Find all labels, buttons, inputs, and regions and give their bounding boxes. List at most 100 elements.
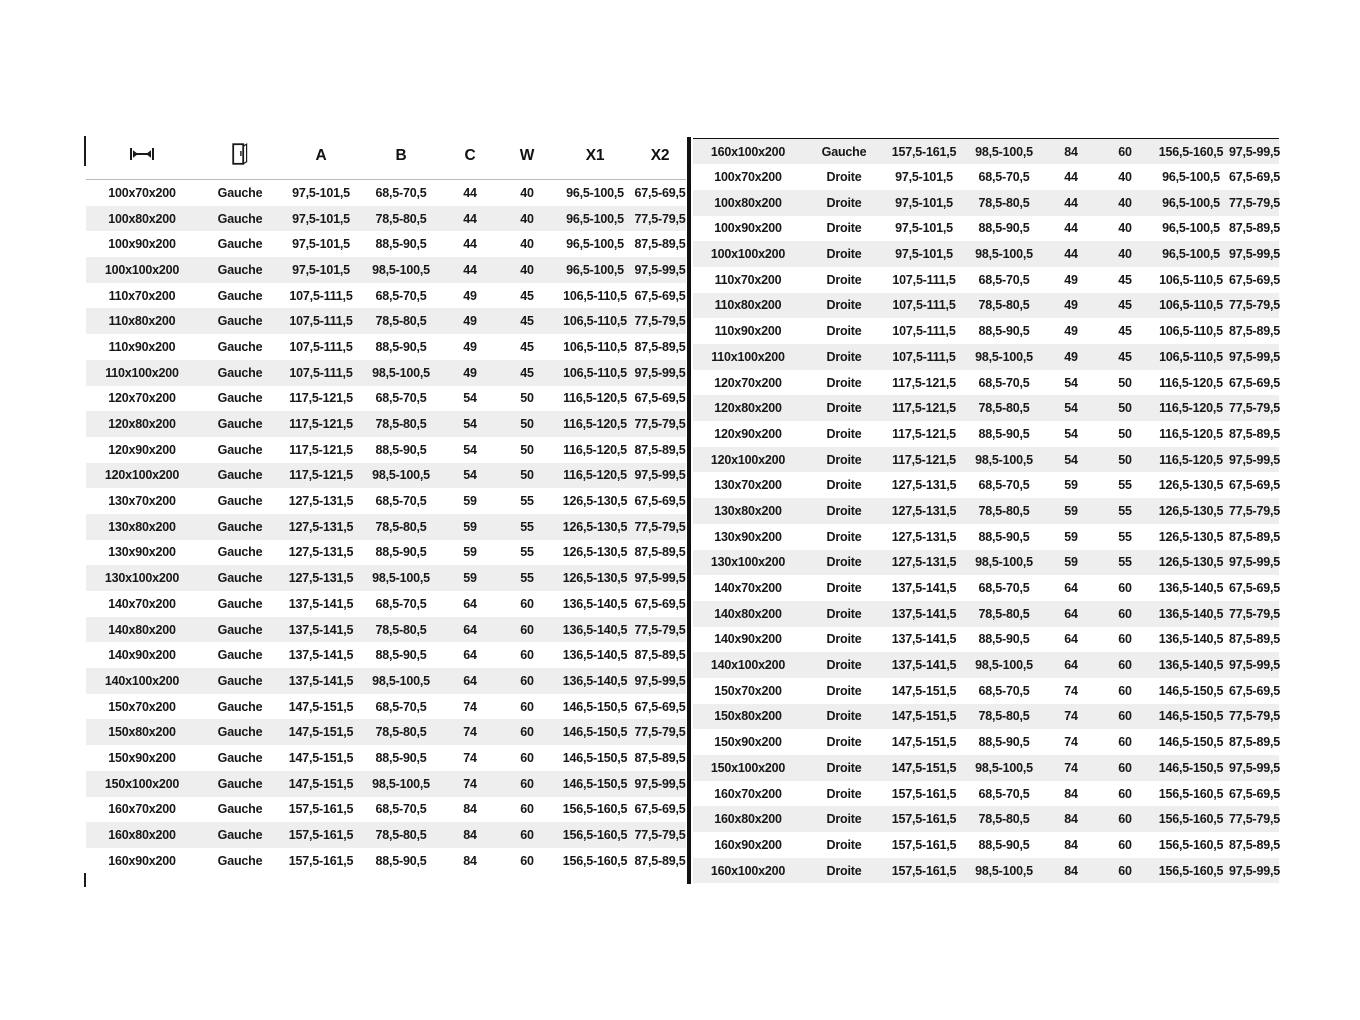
table-row[interactable]: 160x90x200 Gauche 157,5-161,5 88,5-90,5 84 60… xyxy=(86,847,686,874)
table-row[interactable]: 120x100x200 Gauche 117,5-121,5 98,5-100,5 54… xyxy=(86,462,686,489)
cell-w: 60 xyxy=(1118,581,1132,596)
table-row[interactable]: 160x80x200 Gauche 157,5-161,5 78,5-80,5 84 60… xyxy=(86,822,686,848)
cell-b: 98,5-100,5 xyxy=(975,349,1033,364)
cell-a: 127,5-131,5 xyxy=(891,478,957,493)
table-row[interactable]: 130x90x200 Gauche 127,5-131,5 88,5-90,5 59 55… xyxy=(86,539,686,566)
cell-x1: 156,5-160,5 xyxy=(562,853,628,868)
cell-side: Gauche xyxy=(217,725,263,740)
table-row[interactable]: 100x70x200 Droite 97,5-101,5 68,5-70,5 44 40 9… xyxy=(693,164,1280,190)
column-header-w[interactable]: W xyxy=(498,136,556,179)
table-row[interactable]: 100x90x200 Gauche 97,5-101,5 88,5-90,5 44 40 9… xyxy=(86,231,686,258)
table-row[interactable]: 150x90x200 Droite 147,5-151,5 88,5-90,5 74 60… xyxy=(693,729,1280,755)
table-row[interactable]: 160x80x200 Droite 157,5-161,5 78,5-80,5 84 60… xyxy=(693,806,1280,833)
cell-size: 140x70x200 xyxy=(108,596,176,611)
cell-size: 110x70x200 xyxy=(714,272,782,287)
column-header-c[interactable]: C xyxy=(442,136,498,179)
table-row[interactable]: 140x70x200 Droite 137,5-141,5 68,5-70,5 64 60… xyxy=(693,575,1280,601)
table-row[interactable]: 150x100x200 Droite 147,5-151,5 98,5-100,5 74… xyxy=(693,755,1280,781)
table-row[interactable]: 110x100x200 Droite 107,5-111,5 98,5-100,5 49… xyxy=(693,344,1280,370)
cell-w: 60 xyxy=(520,648,534,663)
cell-x2: 97,5-99,5 xyxy=(634,571,686,586)
column-header-side[interactable] xyxy=(198,136,282,179)
cell-c: 59 xyxy=(463,571,477,586)
cell-side: Gauche xyxy=(217,391,263,406)
cell-a: 157,5-161,5 xyxy=(891,837,957,852)
table-row[interactable]: 140x80x200 Droite 137,5-141,5 78,5-80,5 64 60… xyxy=(693,600,1280,627)
table-row[interactable]: 110x80x200 Droite 107,5-111,5 78,5-80,5 49 45… xyxy=(693,292,1280,319)
table-row[interactable]: 120x70x200 Gauche 117,5-121,5 68,5-70,5 54 50… xyxy=(86,385,686,412)
table-row[interactable]: 140x80x200 Gauche 137,5-141,5 78,5-80,5 64 60… xyxy=(86,616,686,643)
cell-c: 84 xyxy=(463,828,477,843)
cell-w: 45 xyxy=(520,314,534,329)
table-row[interactable]: 140x100x200 Droite 137,5-141,5 98,5-100,5 64… xyxy=(693,652,1280,678)
cell-w: 60 xyxy=(520,776,534,791)
table-row[interactable]: 160x90x200 Droite 157,5-161,5 88,5-90,5 84 60… xyxy=(693,832,1280,858)
table-row[interactable]: 100x90x200 Droite 97,5-101,5 88,5-90,5 44 40 9… xyxy=(693,215,1280,242)
column-header-b[interactable]: B xyxy=(360,136,442,179)
table-row[interactable]: 130x80x200 Droite 127,5-131,5 78,5-80,5 59 55… xyxy=(693,498,1280,524)
table-row[interactable]: 100x70x200 Gauche 97,5-101,5 68,5-70,5 44 40 9… xyxy=(86,180,686,206)
cell-b: 68,5-70,5 xyxy=(375,494,427,509)
cell-side: Gauche xyxy=(217,776,263,791)
table-row[interactable]: 110x70x200 Droite 107,5-111,5 68,5-70,5 49 45… xyxy=(693,266,1280,293)
table-row[interactable]: 120x80x200 Gauche 117,5-121,5 78,5-80,5 54 50… xyxy=(86,411,686,437)
table-row[interactable]: 110x100x200 Gauche 107,5-111,5 98,5-100,5 49… xyxy=(86,359,686,386)
table-row[interactable]: 160x100x200 Droite 157,5-161,5 98,5-100,5 84… xyxy=(693,857,1281,884)
cell-x1: 126,5-130,5 xyxy=(562,571,628,586)
column-header-x1[interactable]: X1 xyxy=(556,136,634,179)
table-row[interactable]: 140x100x200 Gauche 137,5-141,5 98,5-100,5 64… xyxy=(86,668,686,694)
table-row[interactable]: 110x80x200 Gauche 107,5-111,5 78,5-80,5 49 45… xyxy=(86,308,686,335)
table-row[interactable]: 100x80x200 Droite 97,5-101,5 78,5-80,5 44 40 9… xyxy=(693,189,1280,216)
column-header-size[interactable] xyxy=(86,136,198,179)
cell-x2: 87,5-89,5 xyxy=(634,237,686,252)
cell-size: 160x80x200 xyxy=(108,828,176,843)
cell-a: 127,5-131,5 xyxy=(891,529,957,544)
table-row[interactable]: 150x80x200 Gauche 147,5-151,5 78,5-80,5 74 60… xyxy=(86,719,686,746)
table-row[interactable]: 130x90x200 Droite 127,5-131,5 88,5-90,5 59 55… xyxy=(693,523,1280,550)
cell-size: 100x70x200 xyxy=(714,170,782,185)
table-row[interactable]: 100x100x200 Droite 97,5-101,5 98,5-100,5 44 4… xyxy=(693,241,1280,267)
table-row[interactable]: 140x90x200 Droite 137,5-141,5 88,5-90,5 64 60… xyxy=(693,626,1280,653)
table-row[interactable]: 110x90x200 Gauche 107,5-111,5 88,5-90,5 49 45… xyxy=(86,334,686,360)
table-row[interactable]: 150x70x200 Droite 147,5-151,5 68,5-70,5 74 60… xyxy=(693,677,1280,704)
table-row[interactable]: 120x70x200 Droite 117,5-121,5 68,5-70,5 54 50… xyxy=(693,369,1280,396)
table-row[interactable]: 150x70x200 Gauche 147,5-151,5 68,5-70,5 74 60… xyxy=(86,693,686,720)
table-row[interactable]: 120x80x200 Droite 117,5-121,5 78,5-80,5 54 50… xyxy=(693,395,1280,422)
table-row[interactable]: 120x100x200 Droite 117,5-121,5 98,5-100,5 54… xyxy=(693,446,1281,473)
cell-x2: 97,5-99,5 xyxy=(1229,863,1281,878)
table-row[interactable]: 150x80x200 Droite 147,5-151,5 78,5-80,5 74 60… xyxy=(693,703,1280,730)
cell-a: 117,5-121,5 xyxy=(892,452,956,467)
cell-b: 88,5-90,5 xyxy=(978,735,1030,750)
table-row[interactable]: 130x70x200 Droite 127,5-131,5 68,5-70,5 59 55… xyxy=(693,472,1280,499)
table-row[interactable]: 130x70x200 Gauche 127,5-131,5 68,5-70,5 59 55… xyxy=(86,488,686,514)
table-row[interactable]: 100x100x200 Gauche 97,5-101,5 98,5-100,5 44 4… xyxy=(86,257,686,283)
cell-b: 98,5-100,5 xyxy=(372,365,430,380)
table-row[interactable]: 130x100x200 Droite 127,5-131,5 98,5-100,5 59… xyxy=(693,549,1280,576)
cell-x2: 67,5-69,5 xyxy=(634,391,686,406)
table-row[interactable]: 130x80x200 Gauche 127,5-131,5 78,5-80,5 59 55… xyxy=(86,513,686,540)
cell-size: 100x80x200 xyxy=(108,211,176,226)
table-row[interactable]: 140x90x200 Gauche 137,5-141,5 88,5-90,5 64 60… xyxy=(86,642,686,669)
table-row[interactable]: 130x100x200 Gauche 127,5-131,5 98,5-100,5 59… xyxy=(86,565,686,591)
table-row[interactable]: 150x100x200 Gauche 147,5-151,5 98,5-100,5 74… xyxy=(86,770,686,797)
cell-x2: 97,5-99,5 xyxy=(1229,452,1281,467)
table-row[interactable]: 160x100x200 Gauche 157,5-161,5 98,5-100,5 84… xyxy=(693,138,1280,165)
column-header-x2[interactable]: X2 xyxy=(634,136,686,179)
cell-side: Droite xyxy=(826,324,862,339)
cell-c: 44 xyxy=(463,262,477,277)
cell-b: 88,5-90,5 xyxy=(978,324,1030,339)
table-row[interactable]: 160x70x200 Droite 157,5-161,5 68,5-70,5 84 60… xyxy=(693,780,1280,807)
table-row[interactable]: 110x70x200 Gauche 107,5-111,5 68,5-70,5 49 45… xyxy=(86,282,686,309)
table-row[interactable]: 140x70x200 Gauche 137,5-141,5 68,5-70,5 64 60… xyxy=(86,591,686,617)
table-row[interactable]: 120x90x200 Droite 117,5-121,5 88,5-90,5 54 50… xyxy=(693,421,1281,447)
cell-x2: 77,5-79,5 xyxy=(634,725,686,740)
table-row[interactable]: 160x70x200 Gauche 157,5-161,5 68,5-70,5 84 60… xyxy=(86,796,686,823)
cell-a: 107,5-111,5 xyxy=(892,298,956,313)
table-row[interactable]: 100x80x200 Gauche 97,5-101,5 78,5-80,5 44 40 9… xyxy=(86,205,686,232)
cell-x2: 87,5-89,5 xyxy=(1229,426,1281,441)
table-row[interactable]: 110x90x200 Droite 107,5-111,5 88,5-90,5 49 45… xyxy=(693,318,1280,344)
cell-c: 49 xyxy=(1064,272,1078,287)
table-row[interactable]: 150x90x200 Gauche 147,5-151,5 88,5-90,5 74 60… xyxy=(86,745,686,771)
column-header-a[interactable]: A xyxy=(282,136,360,179)
table-row[interactable]: 120x90x200 Gauche 117,5-121,5 88,5-90,5 54 50… xyxy=(86,436,686,463)
